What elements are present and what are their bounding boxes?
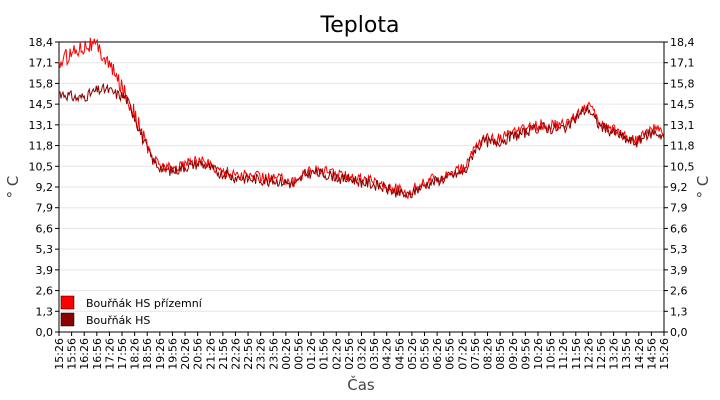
y-tick-label-right: 6,6 bbox=[670, 222, 688, 235]
y-tick-label-left: 15,8 bbox=[29, 77, 54, 90]
x-tick-label: 13:56 bbox=[620, 338, 633, 370]
x-tick-label: 04:56 bbox=[393, 338, 406, 370]
x-tick-label: 06:26 bbox=[431, 338, 444, 370]
y-tick-label-right: 13,1 bbox=[670, 119, 695, 132]
x-tick-label: 13:26 bbox=[608, 338, 621, 370]
y-tick-label-left: 1,3 bbox=[36, 305, 54, 318]
y-tick-label-left: 17,1 bbox=[29, 57, 54, 70]
y-tick-label-right: 15,8 bbox=[670, 77, 695, 90]
series-line-1 bbox=[58, 37, 665, 200]
x-tick-label: 11:56 bbox=[570, 338, 583, 370]
x-tick-label: 19:56 bbox=[166, 338, 179, 370]
y-tick-label-right: 11,8 bbox=[670, 140, 695, 153]
x-axis: 15:26 15:56 16:26 16:56 17:26 17:56 18:26 18:56… bbox=[53, 332, 671, 370]
x-tick-label: 17:56 bbox=[116, 338, 129, 370]
y-tick-label-right: 14,5 bbox=[670, 98, 695, 111]
x-tick-label: 15:26 bbox=[658, 338, 671, 370]
y-tick-label-left: 5,3 bbox=[36, 243, 54, 256]
x-tick-label: 00:26 bbox=[280, 338, 293, 370]
y-tick-label-right: 17,1 bbox=[670, 57, 695, 70]
x-tick-label: 11:26 bbox=[557, 338, 570, 370]
x-tick-label: 09:26 bbox=[507, 338, 520, 370]
y-tick-label-left: 9,2 bbox=[36, 181, 54, 194]
x-tick-label: 14:26 bbox=[633, 338, 646, 370]
x-tick-label: 21:56 bbox=[217, 338, 230, 370]
y-tick-label-left: 0,0 bbox=[36, 326, 54, 339]
x-tick-label: 12:56 bbox=[595, 338, 608, 370]
x-tick-label: 15:26 bbox=[53, 338, 66, 370]
x-tick-label: 05:56 bbox=[419, 338, 432, 370]
y-tick-label-left: 10,5 bbox=[29, 160, 54, 173]
x-tick-label: 03:56 bbox=[368, 338, 381, 370]
x-tick-label: 23:26 bbox=[255, 338, 268, 370]
x-tick-label: 10:26 bbox=[532, 338, 545, 370]
x-tick-label: 22:26 bbox=[229, 338, 242, 370]
y-tick-label-left: 11,8 bbox=[29, 140, 54, 153]
x-tick-label: 18:26 bbox=[129, 338, 142, 370]
y-tick-label-right: 2,6 bbox=[670, 285, 688, 298]
y-tick-label-left: 3,9 bbox=[36, 264, 54, 277]
x-tick-label: 08:56 bbox=[494, 338, 507, 370]
legend-swatch bbox=[60, 312, 75, 327]
x-tick-label: 22:56 bbox=[242, 338, 255, 370]
x-tick-label: 07:56 bbox=[469, 338, 482, 370]
y-tick-label-left: 2,6 bbox=[36, 285, 54, 298]
y-axis-label-left: ° C bbox=[4, 176, 22, 199]
x-tick-label: 01:26 bbox=[305, 338, 318, 370]
x-tick-label: 14:56 bbox=[645, 338, 658, 370]
x-tick-label: 05:26 bbox=[406, 338, 419, 370]
y-tick-label-left: 14,5 bbox=[29, 98, 54, 111]
y-tick-label-left: 7,9 bbox=[36, 202, 54, 215]
legend-label: Bouřňák HS přízemní bbox=[86, 297, 203, 310]
x-tick-label: 07:26 bbox=[456, 338, 469, 370]
x-tick-label: 17:26 bbox=[103, 338, 116, 370]
x-tick-label: 01:56 bbox=[318, 338, 331, 370]
series-layer bbox=[58, 37, 665, 200]
y-tick-label-right: 9,2 bbox=[670, 181, 688, 194]
y-tick-label-right: 3,9 bbox=[670, 264, 688, 277]
x-tick-label: 19:26 bbox=[154, 338, 167, 370]
y-tick-label-left: 13,1 bbox=[29, 119, 54, 132]
x-tick-label: 21:26 bbox=[204, 338, 217, 370]
y-tick-label-right: 10,5 bbox=[670, 160, 695, 173]
x-tick-label: 12:26 bbox=[582, 338, 595, 370]
y-tick-label-left: 6,6 bbox=[36, 222, 54, 235]
x-tick-label: 02:56 bbox=[343, 338, 356, 370]
series-line-2 bbox=[58, 82, 665, 200]
y-tick-label-left: 18,4 bbox=[29, 36, 54, 49]
y-tick-label-right: 18,4 bbox=[670, 36, 695, 49]
y-axis-right: 0,0 1,3 2,6 3,9 5,3 6,6 7,9 9,2 10,5 11,8 13,1 14,5… bbox=[664, 36, 695, 339]
y-tick-label-right: 7,9 bbox=[670, 202, 688, 215]
x-tick-label: 16:56 bbox=[91, 338, 104, 370]
legend-label: Bouřňák HS bbox=[86, 314, 150, 327]
x-tick-label: 23:56 bbox=[267, 338, 280, 370]
x-tick-label: 02:26 bbox=[330, 338, 343, 370]
y-tick-label-right: 0,0 bbox=[670, 326, 688, 339]
x-axis-label: Čas bbox=[347, 375, 375, 394]
x-tick-label: 20:56 bbox=[192, 338, 205, 370]
y-tick-label-right: 1,3 bbox=[670, 305, 688, 318]
x-tick-label: 08:26 bbox=[482, 338, 495, 370]
y-axis-label-right: ° C bbox=[694, 176, 712, 199]
x-tick-label: 03:26 bbox=[356, 338, 369, 370]
legend-swatch bbox=[60, 295, 75, 310]
y-axis-left: 0,0 1,3 2,6 3,9 5,3 6,6 7,9 9,2 10,5 11,8 13,1 14,5… bbox=[29, 36, 59, 339]
x-tick-label: 06:56 bbox=[444, 338, 457, 370]
x-tick-label: 04:26 bbox=[381, 338, 394, 370]
x-tick-label: 18:56 bbox=[141, 338, 154, 370]
x-tick-label: 10:56 bbox=[545, 338, 558, 370]
chart-title: Teplota bbox=[320, 13, 400, 38]
y-tick-label-right: 5,3 bbox=[670, 243, 688, 256]
x-tick-label: 15:56 bbox=[66, 338, 79, 370]
x-tick-label: 00:56 bbox=[292, 338, 305, 370]
x-tick-label: 16:26 bbox=[78, 338, 91, 370]
x-tick-label: 09:56 bbox=[519, 338, 532, 370]
legend: Bouřňák HS přízemní Bouřňák HS bbox=[60, 295, 203, 327]
x-tick-label: 20:26 bbox=[179, 338, 192, 370]
